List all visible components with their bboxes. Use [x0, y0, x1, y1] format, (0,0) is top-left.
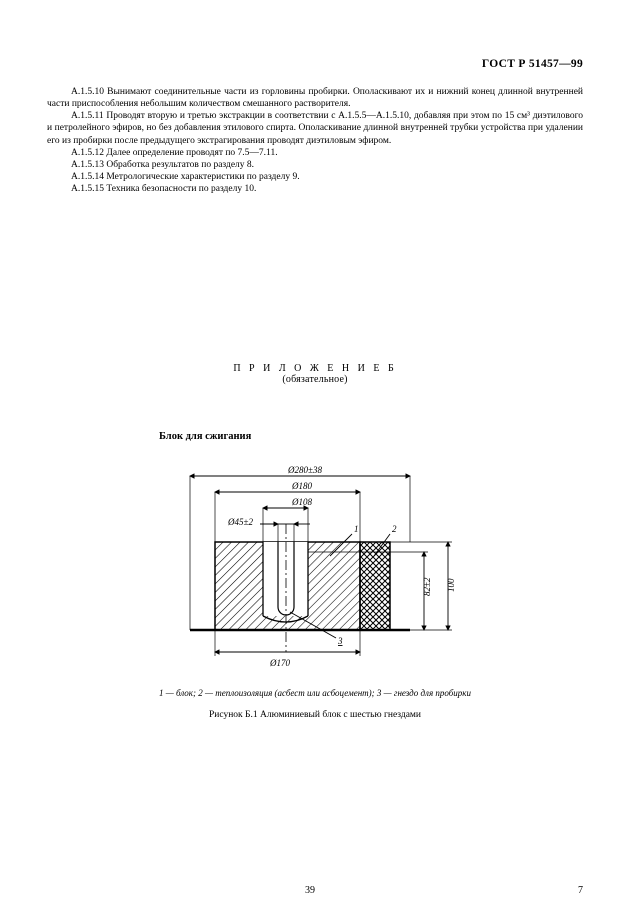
- svg-text:Ø170: Ø170: [269, 658, 290, 668]
- figure-legend: 1 — блок; 2 — теплоизоляция (асбест или …: [47, 688, 583, 698]
- svg-text:2: 2: [392, 524, 397, 534]
- para-a1513: А.1.5.13 Обработка результатов по раздел…: [47, 159, 583, 171]
- svg-text:100: 100: [446, 578, 456, 592]
- svg-text:Ø108: Ø108: [291, 497, 312, 507]
- page-num-right: 7: [578, 885, 583, 896]
- svg-text:82±2: 82±2: [422, 577, 432, 596]
- svg-text:3: 3: [337, 636, 343, 646]
- appendix-header: П Р И Л О Ж Е Н И Е Б (обязательное): [47, 363, 583, 385]
- page-num-center: 39: [305, 885, 315, 896]
- para-a1512: А.1.5.12 Далее определение проводят по 7…: [47, 147, 583, 159]
- appendix-title: П Р И Л О Ж Е Н И Е Б: [47, 363, 583, 374]
- figure-diagram: Ø280±38 Ø180 Ø108 Ø45±2 Ø170 82±2 100: [160, 452, 470, 674]
- para-a1510: А.1.5.10 Вынимают соединительные части и…: [47, 86, 583, 110]
- svg-text:Ø280±38: Ø280±38: [287, 465, 322, 475]
- svg-text:Ø180: Ø180: [291, 481, 312, 491]
- para-a1515: А.1.5.15 Техника безопасности по разделу…: [47, 183, 583, 195]
- block-title: Блок для сжигания: [159, 431, 583, 442]
- para-a1511: А.1.5.11 Проводят вторую и третью экстра…: [47, 110, 583, 146]
- appendix-sub: (обязательное): [47, 374, 583, 385]
- figure-caption: Рисунок Б.1 Алюминиевый блок с шестью гн…: [47, 710, 583, 720]
- svg-text:1: 1: [354, 524, 359, 534]
- para-a1514: А.1.5.14 Метрологические характеристики …: [47, 171, 583, 183]
- svg-text:Ø45±2: Ø45±2: [227, 517, 253, 527]
- doc-header: ГОСТ Р 51457—99: [47, 58, 583, 70]
